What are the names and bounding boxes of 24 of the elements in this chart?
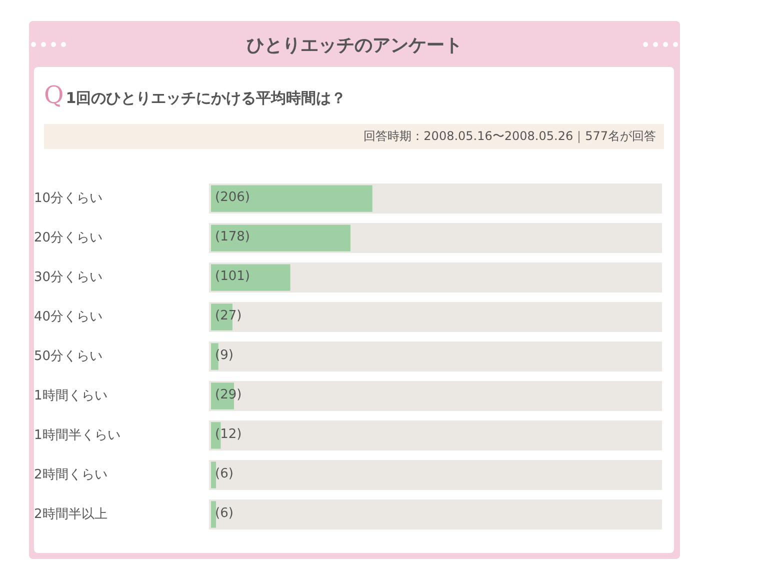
chart-title: ひとりエッチのアンケート: [246, 34, 464, 57]
data-label: (206): [215, 190, 250, 205]
y-tick-label: 1時間くらい: [34, 388, 108, 404]
y-tick-label: 1時間半くらい: [34, 428, 120, 443]
data-label: (6): [215, 466, 234, 482]
y-tick-label: 20分くらい: [34, 230, 103, 246]
y-tick-label: 2時間半以上: [34, 506, 108, 522]
y-tick-label: 30分くらい: [34, 270, 103, 285]
y-tick-label: 40分くらい: [34, 309, 103, 324]
y-tick-label: 2時間くらい: [34, 467, 108, 482]
bar: [211, 462, 216, 488]
y-tick-label: 50分くらい: [34, 348, 103, 364]
bar: [211, 224, 350, 252]
text: 回答時期：2008.05.16〜2008.05.26｜577名が回答: [44, 124, 664, 149]
chart-subtitle: 1回のひとりエッチにかける平均時間は？: [66, 89, 346, 108]
data-label: (178): [215, 229, 250, 244]
text: Q: [44, 81, 64, 109]
bar: [211, 501, 216, 528]
data-label: (6): [215, 506, 234, 521]
y-tick-label: 10分くらい: [34, 190, 103, 206]
data-label: (9): [215, 348, 234, 363]
data-label: (12): [215, 426, 242, 442]
bar: [211, 264, 290, 291]
data-label: (101): [215, 268, 250, 284]
